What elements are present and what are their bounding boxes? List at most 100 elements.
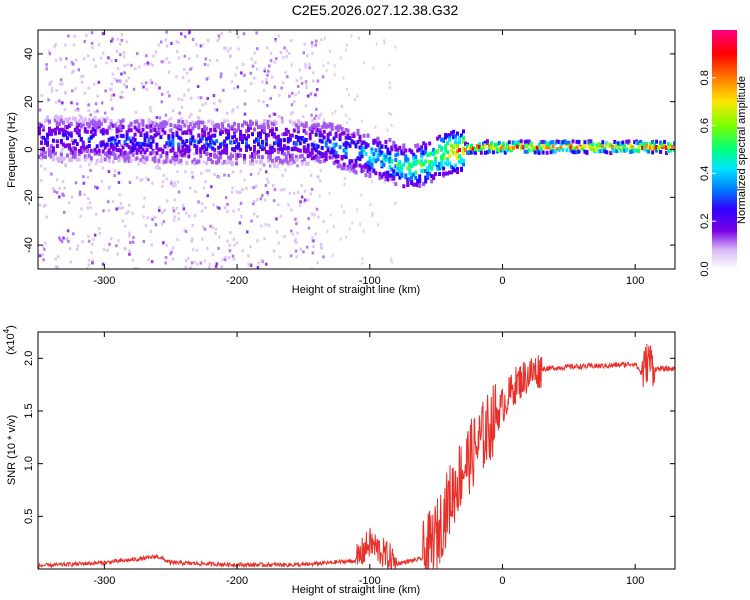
- spectrogram-ridge-cell: [91, 149, 95, 154]
- spectrogram-ridge-cell: [73, 128, 77, 132]
- spectrogram-ridge-cell: [235, 137, 239, 142]
- spectrogram-ridge-cell: [217, 159, 221, 164]
- spectrogram-ridge-cell: [207, 143, 211, 148]
- spectrogram-noise-cell: [182, 207, 186, 211]
- spectrogram-noise-cell: [238, 221, 242, 225]
- spectrogram-noise-cell: [223, 206, 227, 210]
- spectrogram-ridge-cell: [302, 139, 306, 144]
- spectrogram-ridge-cell: [310, 151, 314, 156]
- spectrogram-ridge-cell: [547, 142, 551, 147]
- spectrogram-ridge-cell: [101, 117, 105, 122]
- spectrogram-ridge-cell: [432, 147, 436, 152]
- spectrogram-ridge-cell: [201, 136, 205, 141]
- spectrogram-ridge-cell: [424, 179, 428, 184]
- spectrogram-ridge-cell: [135, 148, 139, 153]
- spectrogram-ridge-cell: [404, 148, 408, 153]
- spectrogram-noise-cell: [125, 40, 129, 44]
- spectrogram-noise-cell: [361, 261, 364, 265]
- spectrogram-noise-cell: [344, 48, 347, 52]
- y-tick-label: 40: [23, 48, 35, 60]
- spectrogram-ridge-cell: [424, 143, 428, 148]
- spectrogram-ridge-cell: [410, 150, 414, 155]
- spectrogram-ridge-cell: [274, 135, 278, 140]
- spectrogram-ridge-cell: [259, 132, 262, 137]
- spectrogram-noise-cell: [294, 217, 297, 221]
- spectrogram-ridge-cell: [424, 146, 428, 151]
- spectrogram-noise-cell: [215, 262, 218, 266]
- spectrogram-ridge-cell: [53, 117, 57, 122]
- spectrogram-noise-cell: [326, 229, 329, 233]
- spectrogram-noise-cell: [224, 258, 227, 262]
- spectrogram-noise-cell: [60, 240, 64, 243]
- spectrogram-ridge-cell: [268, 146, 272, 151]
- spectrogram-noise-cell: [293, 240, 297, 243]
- spectrogram-ridge-cell: [454, 142, 457, 147]
- spectrogram-ridge-cell: [320, 125, 324, 130]
- spectrogram-ridge-cell: [521, 145, 525, 150]
- spectrogram-ridge-cell: [284, 132, 288, 137]
- spectrogram-noise-cell: [141, 178, 144, 181]
- spectrogram-noise-cell: [303, 198, 307, 202]
- spectrogram-ridge-cell: [601, 140, 605, 145]
- spectrogram-ridge-cell: [272, 122, 276, 127]
- spectrogram-ridge-cell: [493, 145, 497, 150]
- spectrogram-noise-cell: [231, 254, 235, 258]
- spectrogram-ridge-cell: [179, 125, 183, 129]
- spectrogram-ridge-cell: [462, 129, 465, 134]
- spectrogram-ridge-cell: [139, 118, 143, 123]
- spectrogram-ridge-cell: [245, 136, 248, 141]
- spectrogram-ridge-cell: [573, 148, 577, 153]
- spectrogram-ridge-cell: [541, 150, 545, 155]
- spectrogram-ridge-cell: [95, 144, 99, 149]
- spectrogram-ridge-cell: [386, 177, 390, 182]
- spectrogram-noise-cell: [214, 232, 217, 235]
- spectrogram-ridge-cell: [581, 147, 585, 152]
- spectrogram-noise-cell: [66, 237, 69, 240]
- spectrogram-ridge-cell: [123, 151, 127, 156]
- spectrogram-noise-cell: [204, 102, 207, 105]
- spectrogram-noise-cell: [157, 43, 160, 47]
- y-tick-label: 1.5: [23, 403, 35, 418]
- spectrogram-ridge-cell: [171, 147, 175, 152]
- spectrogram-noise-cell: [221, 258, 224, 261]
- spectrogram-ridge-cell: [229, 126, 233, 131]
- spectrogram-ridge-cell: [223, 143, 227, 148]
- spectrogram-noise-cell: [160, 40, 163, 44]
- spectrogram-ridge-cell: [270, 121, 274, 126]
- spectrogram-ridge-cell: [452, 135, 456, 140]
- spectrogram-ridge-cell: [115, 134, 119, 139]
- spectrogram-noise-cell: [151, 63, 155, 67]
- spectrogram-ridge-cell: [625, 147, 629, 152]
- spectrogram-ridge-cell: [501, 141, 505, 146]
- spectrogram-noise-cell: [375, 42, 378, 46]
- spectrogram-noise-cell: [207, 152, 210, 156]
- spectrogram-noise-cell: [306, 94, 310, 98]
- spectrogram-ridge-cell: [177, 142, 181, 147]
- spectrogram-noise-cell: [99, 56, 103, 60]
- spectrogram-ridge-cell: [260, 124, 264, 129]
- spectrogram-ridge-cell: [51, 138, 55, 143]
- spectrogram-noise-cell: [94, 185, 97, 189]
- spectrogram-noise-cell: [206, 39, 210, 42]
- spectrogram-ridge-cell: [364, 142, 368, 146]
- spectrogram-noise-cell: [118, 146, 121, 149]
- spectrogram-noise-cell: [258, 156, 262, 159]
- spectrogram-ridge-cell: [183, 151, 187, 156]
- spectrogram-ridge-cell: [487, 143, 491, 148]
- spectrogram-ridge-cell: [565, 140, 569, 145]
- spectrogram-ridge-cell: [177, 135, 181, 140]
- spectrogram-ridge-cell: [71, 140, 75, 145]
- spectrogram-ridge-cell: [171, 138, 175, 143]
- spectrogram-ridge-cell: [149, 151, 153, 156]
- spectrogram-ridge-cell: [253, 151, 256, 156]
- spectrogram-noise-cell: [251, 186, 254, 190]
- spectrogram-ridge-cell: [489, 146, 493, 151]
- spectrogram-noise-cell: [165, 30, 168, 34]
- spectrogram-ridge-cell: [525, 144, 529, 149]
- spectrogram-ridge-cell: [276, 149, 280, 154]
- spectrogram-ridge-cell: [436, 166, 440, 171]
- spectrogram-noise-cell: [59, 82, 62, 86]
- spectrogram-noise-cell: [320, 112, 323, 116]
- spectrogram-ridge-cell: [264, 136, 268, 141]
- spectrogram-noise-cell: [315, 39, 318, 43]
